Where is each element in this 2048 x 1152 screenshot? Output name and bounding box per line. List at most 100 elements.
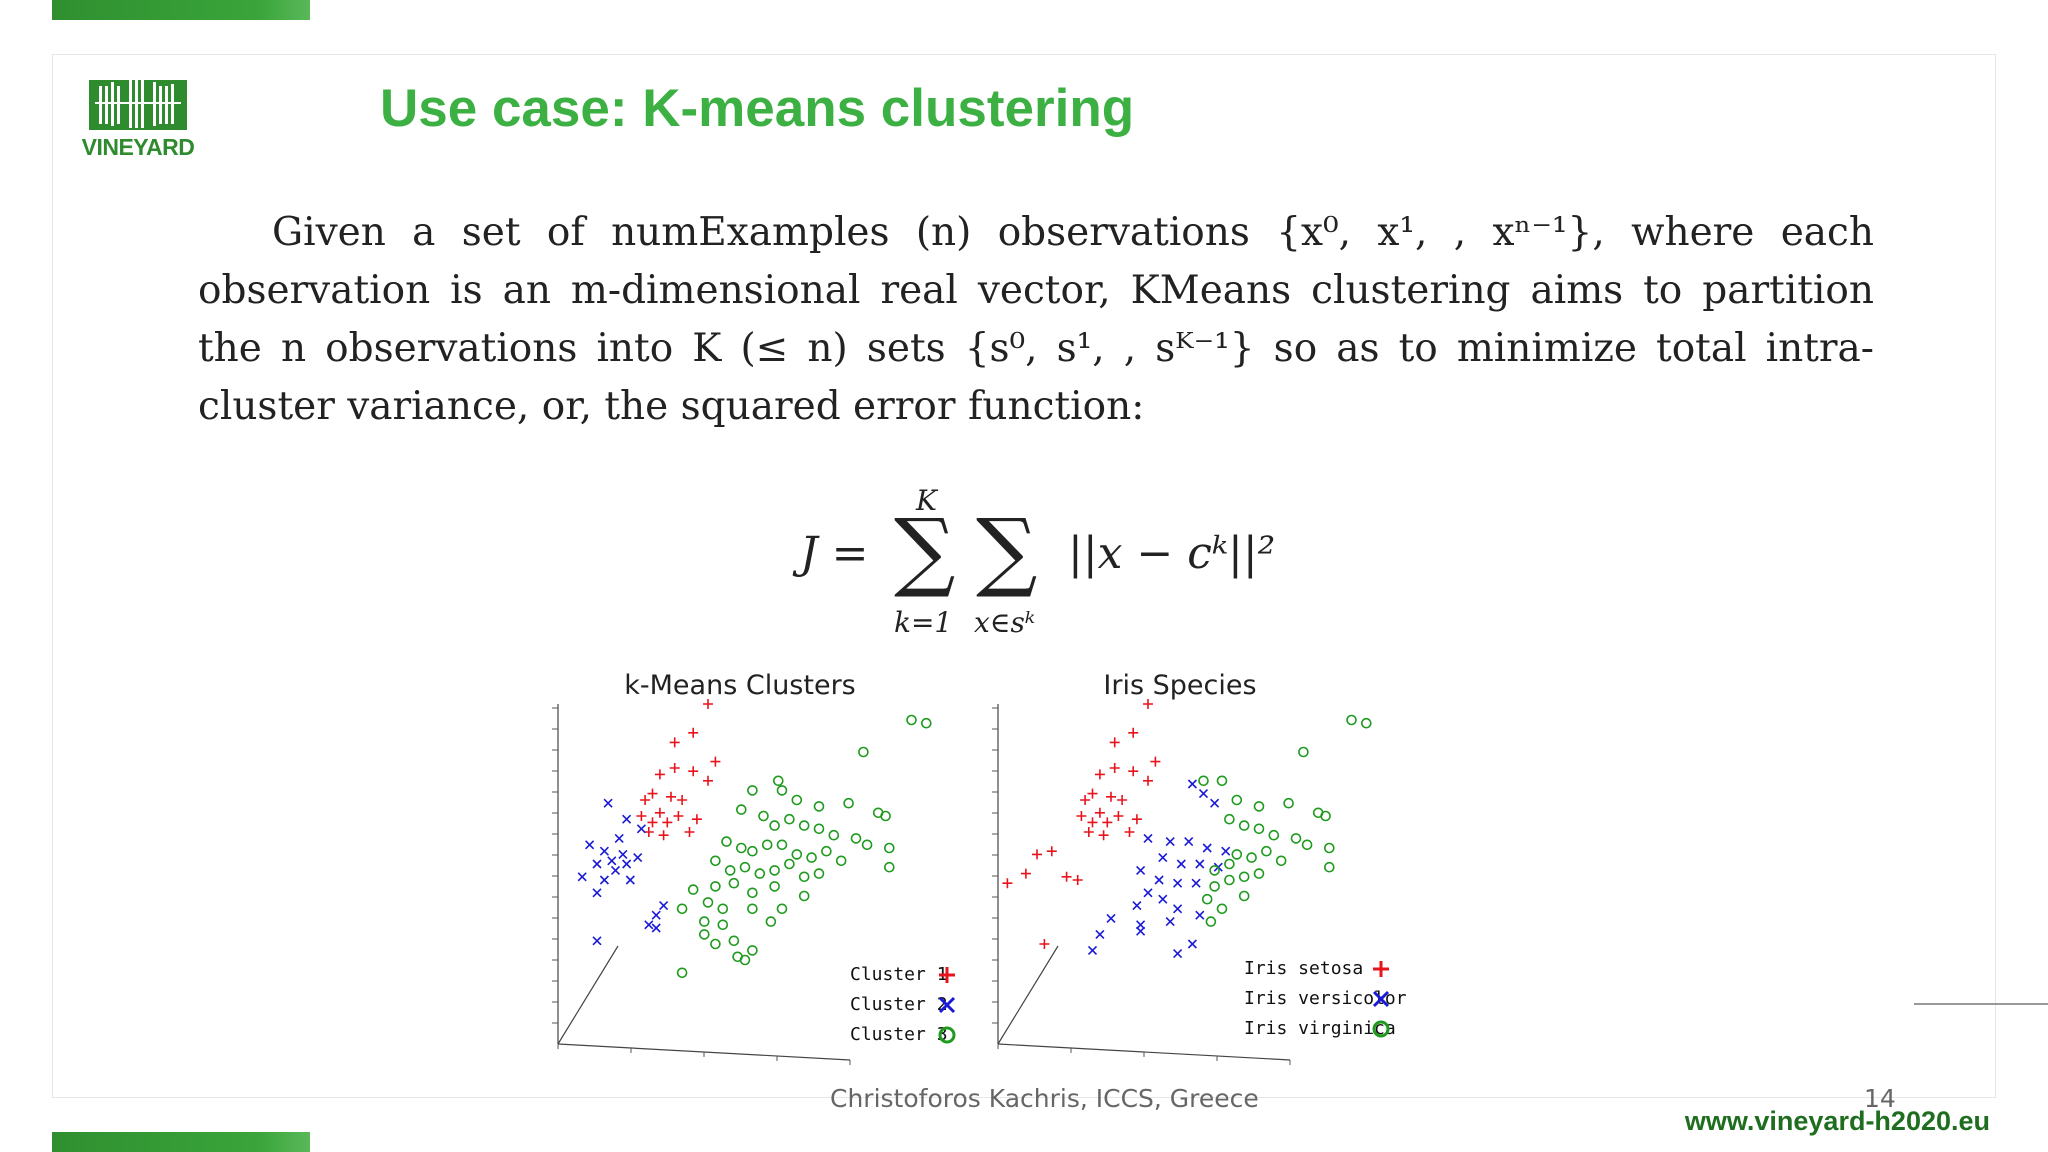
data-point-circle xyxy=(1224,874,1235,886)
data-point-x xyxy=(1106,913,1116,923)
data-point-x xyxy=(636,824,646,834)
data-point-circle xyxy=(1201,893,1213,905)
data-point-circle xyxy=(736,804,747,815)
plus-marker-icon xyxy=(1373,961,1389,977)
legend-item: Iris virginica xyxy=(1244,1014,1407,1044)
legend-label: Cluster 3 xyxy=(850,1024,948,1045)
data-point-circle xyxy=(1224,858,1235,870)
data-point-x xyxy=(603,798,613,808)
data-point-circle xyxy=(1323,842,1335,854)
data-point-circle xyxy=(1216,775,1228,787)
data-point-circle xyxy=(747,845,758,857)
data-point-circle xyxy=(1290,833,1302,844)
vineyard-logo: VINEYARD xyxy=(72,72,204,162)
data-point-x xyxy=(1210,798,1220,808)
data-point-circle xyxy=(1231,794,1243,806)
plus-marker-icon xyxy=(939,967,955,983)
legend-label: Cluster 1 xyxy=(850,964,948,985)
data-point-x xyxy=(1176,859,1186,869)
iris-chart-panel: Iris Species Iris setosa Iris versicolor… xyxy=(960,664,1407,1074)
data-point-circle xyxy=(1261,845,1272,857)
data-point-circle xyxy=(813,823,825,835)
squared-error-formula: J = K ∑ k=1 ∑ x∈sᵏ ||x − cᵏ||² xyxy=(792,484,1275,639)
data-point-x xyxy=(1158,853,1168,863)
data-point-circle xyxy=(1231,849,1243,860)
data-point-circle xyxy=(798,871,810,883)
data-point-plus xyxy=(1106,791,1116,802)
data-point-plus xyxy=(1002,878,1013,889)
data-point-circle xyxy=(906,714,917,726)
data-point-plus xyxy=(654,807,665,818)
data-point-plus xyxy=(691,814,702,825)
data-point-circle xyxy=(784,858,795,870)
data-point-circle xyxy=(1238,890,1250,902)
data-point-circle xyxy=(754,868,766,879)
data-point-x xyxy=(618,849,628,859)
data-point-x xyxy=(1154,875,1164,885)
logo-text: VINEYARD xyxy=(81,134,195,160)
data-point-circle xyxy=(747,887,758,899)
data-point-circle xyxy=(1275,855,1287,867)
data-point-circle xyxy=(1205,916,1217,927)
data-point-circle xyxy=(769,820,780,831)
paragraph-line: observation is an m-dimensional real vec… xyxy=(198,268,1874,313)
data-point-x xyxy=(1184,837,1194,847)
x-marker-icon xyxy=(938,996,956,1014)
y-axis xyxy=(997,945,1059,1045)
data-point-x xyxy=(1158,894,1168,904)
page-number: 14 xyxy=(1864,1084,1896,1113)
data-point-circle xyxy=(765,916,777,927)
data-point-x xyxy=(1191,878,1201,888)
data-point-x xyxy=(599,846,609,856)
data-point-x xyxy=(633,853,643,863)
data-point-plus xyxy=(703,775,713,786)
data-point-circle xyxy=(728,877,740,889)
data-point-x xyxy=(610,865,621,875)
data-point-x xyxy=(1195,910,1205,920)
data-point-circle xyxy=(687,884,699,895)
data-point-circle xyxy=(1238,820,1250,831)
chart-legend: Cluster 1 Cluster 2 Cluster 3 xyxy=(850,960,956,1050)
data-point-circle xyxy=(1209,881,1220,892)
body-paragraph: Given a set of numExamples (n) observati… xyxy=(198,204,1874,436)
data-point-plus xyxy=(1131,814,1142,825)
paragraph-line: the n observations into K (≤ n) sets {s⁰… xyxy=(198,326,1874,371)
data-point-plus xyxy=(673,811,684,821)
chart-title: Iris Species xyxy=(1103,670,1257,701)
data-point-circle xyxy=(1224,813,1235,825)
data-point-x xyxy=(659,901,669,911)
data-point-plus xyxy=(647,817,658,828)
iris-scatter-plot xyxy=(992,699,1372,1065)
legend-item: Cluster 3 xyxy=(850,1020,956,1050)
data-point-plus xyxy=(688,766,699,777)
data-point-circle xyxy=(676,903,688,915)
data-point-circle xyxy=(710,881,721,892)
data-point-plus xyxy=(1083,827,1094,837)
data-point-circle xyxy=(776,903,788,915)
website-link[interactable]: www.vineyard-h2020.eu xyxy=(1684,1106,1990,1136)
data-point-circle xyxy=(920,717,932,729)
vineyard-building-icon xyxy=(89,76,187,130)
kmeans-chart-panel: k-Means Clusters Cluster 1 Cluster 2 Clu… xyxy=(520,664,960,1074)
data-point-circle xyxy=(772,775,784,787)
data-point-plus xyxy=(1128,766,1139,777)
data-point-x xyxy=(622,814,632,824)
data-point-x xyxy=(1195,859,1205,869)
data-point-circle xyxy=(699,916,710,927)
paragraph-line: Given a set of numExamples (n) observati… xyxy=(272,210,1874,255)
data-point-x xyxy=(1187,779,1197,789)
data-point-x xyxy=(1136,865,1146,875)
data-point-circle xyxy=(717,919,729,931)
data-point-plus xyxy=(1102,817,1113,828)
data-point-plus xyxy=(688,727,699,738)
data-point-plus xyxy=(666,791,676,802)
data-point-x xyxy=(1132,901,1142,911)
data-point-circle xyxy=(1268,829,1280,841)
data-point-circle xyxy=(1253,868,1265,879)
slide-frame xyxy=(52,54,1996,1098)
data-point-circle xyxy=(828,829,840,841)
data-point-circle xyxy=(699,929,710,940)
data-point-x xyxy=(644,920,654,930)
data-point-plus xyxy=(1032,849,1042,860)
data-point-x xyxy=(592,888,602,898)
